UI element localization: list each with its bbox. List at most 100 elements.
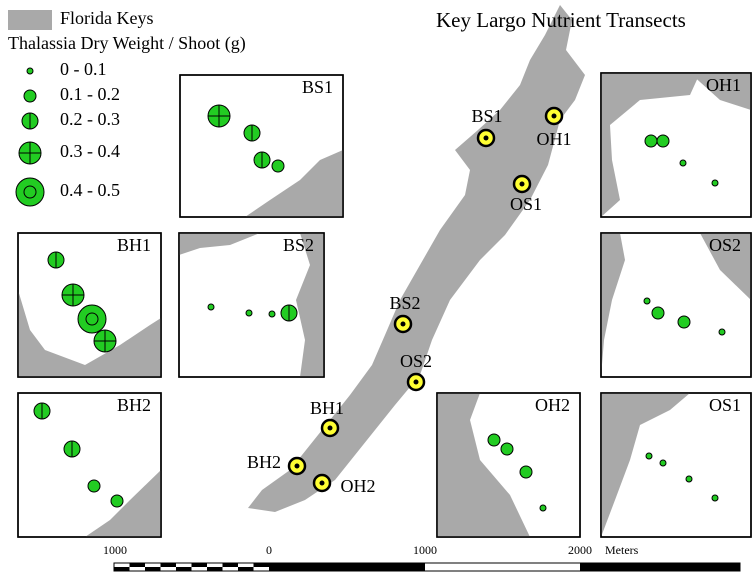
symbol [718,328,726,336]
inset-border [600,72,752,218]
symbol [656,134,670,148]
scale-label: 1000 [103,543,127,557]
site-center [413,379,419,385]
symbol [685,475,693,483]
inset-land [437,393,530,537]
inset-border [600,392,752,538]
symbol [245,309,253,317]
symbol [271,159,285,173]
inset-land [245,150,343,217]
inset-border [179,74,344,218]
site-label: BH2 [247,452,281,472]
site-center [294,463,300,469]
symbol [644,134,658,148]
inset: BS2 [178,232,325,378]
inset-border [178,232,325,378]
symbol [268,310,276,318]
inset: BS1 [179,74,344,218]
inset-title: OH2 [535,395,570,415]
insets: BS1 OH1 BH1 BS2 OS2 BH2 OH2 OS1 [17,72,752,538]
legend-label: 0.1 - 0.2 [60,84,120,104]
inset-title: BH1 [117,235,151,255]
scale-segment [238,567,254,571]
site-label: BH1 [310,398,344,418]
inset-border [17,232,162,378]
symbol [23,89,37,103]
inset-title: OS1 [709,395,741,415]
site-label: OH2 [341,476,376,496]
symbol [711,494,719,502]
inset-border [17,392,162,538]
symbol [87,479,101,493]
map-title: Key Largo Nutrient Transects [436,8,686,32]
florida-keys [248,5,585,512]
symbol [679,159,687,167]
site-center [319,480,325,486]
legend-swatch [8,10,52,30]
site-center [400,321,406,327]
scale-bar: 1000 0 1000 2000 Meters [103,543,741,572]
symbol [519,465,533,479]
symbol [110,494,124,508]
site-center [483,135,489,141]
inset: BH2 [17,392,162,538]
site-label: OS1 [510,194,542,214]
inset: OH1 [600,72,752,218]
inset-title: BS1 [302,77,333,97]
inset-land [18,290,161,377]
site-label: OS2 [400,351,432,371]
site-label: BS1 [471,106,502,126]
legend-label: 0.3 - 0.4 [60,141,120,161]
inset-land [601,73,751,217]
symbol-mark [85,312,99,326]
symbol [487,433,501,447]
scale-label: 0 [266,543,272,557]
legend: 0 - 0.1 0.1 - 0.2 0.2 - 0.3 0.3 - 0.4 0.4 - … [15,59,120,207]
inset-title: BS2 [283,235,314,255]
inset-border [436,392,581,538]
symbol [77,304,107,334]
scale-segment [253,563,269,567]
scale-segment [176,567,192,571]
symbol [651,306,665,320]
scale-label: 1000 [413,543,437,557]
scale-segment [191,563,207,567]
symbol [500,442,514,456]
inset-land [179,233,324,377]
scale-segment [129,563,145,567]
inset-border [600,232,752,378]
scale-label: 2000 [568,543,592,557]
symbol [207,303,215,311]
scale-segment [222,563,238,567]
scale-segment [207,567,223,571]
scale-segment [114,567,130,571]
inset: OS2 [600,232,752,378]
inset: OS1 [600,392,752,538]
legend-land: Florida Keys [60,8,154,28]
site-label: BS2 [389,293,420,313]
inset-title: BH2 [117,395,151,415]
site-center [551,113,557,119]
inset-land [601,393,690,537]
inset-land [85,470,161,537]
legend-label: 0 - 0.1 [60,59,107,79]
site-center [519,181,525,187]
scale-segment [580,563,740,571]
site-center [327,425,333,431]
scale-unit: Meters [605,543,639,557]
scale-segment [145,567,161,571]
legend-label: 0.2 - 0.3 [60,109,120,129]
symbol [539,504,547,512]
legend-label: 0.4 - 0.5 [60,180,120,200]
scale-segment [269,563,425,571]
inset-title: OH1 [706,75,741,95]
symbol [659,459,667,467]
scale-segment [160,563,176,567]
inset-land [601,233,751,377]
legend-title: Thalassia Dry Weight / Shoot (g) [8,33,246,54]
inset-title: OS2 [709,235,741,255]
symbol [643,297,651,305]
site-label: OH1 [537,129,572,149]
inset: BH1 [17,232,162,378]
